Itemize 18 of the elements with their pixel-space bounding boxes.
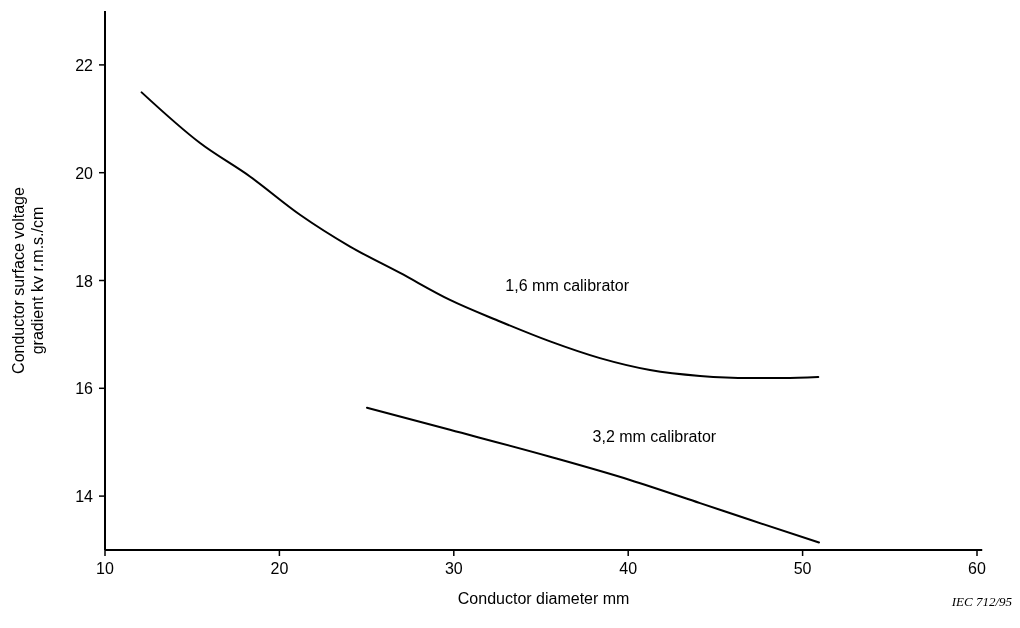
x-axis-title: Conductor diameter mm (457, 590, 630, 607)
text: IEC 712/95 (950, 594, 1013, 609)
y-tick-label: 14 (75, 488, 94, 506)
x-tick-label: 20 (270, 560, 289, 577)
series-label: 3,2 mm calibrator (592, 428, 717, 446)
x-tick-label: 50 (793, 560, 812, 577)
line-series (365, 406, 820, 544)
y-tick-label: 16 (75, 380, 94, 398)
line-series (140, 91, 820, 380)
x-tick-label: 40 (619, 560, 638, 577)
y-tick-label: 20 (75, 164, 94, 182)
x-tick-label: 10 (96, 560, 114, 577)
x-tick-label: 60 (968, 560, 986, 577)
y-axis-title: Conductor surface voltage gradient kv r.m.s./cm (10, 187, 46, 374)
series-label: 1,6 mm calibrator (505, 277, 630, 295)
y-tick-label: 22 (75, 56, 94, 74)
y-tick-label: 18 (75, 272, 94, 290)
x-tick-label: 30 (444, 560, 463, 577)
